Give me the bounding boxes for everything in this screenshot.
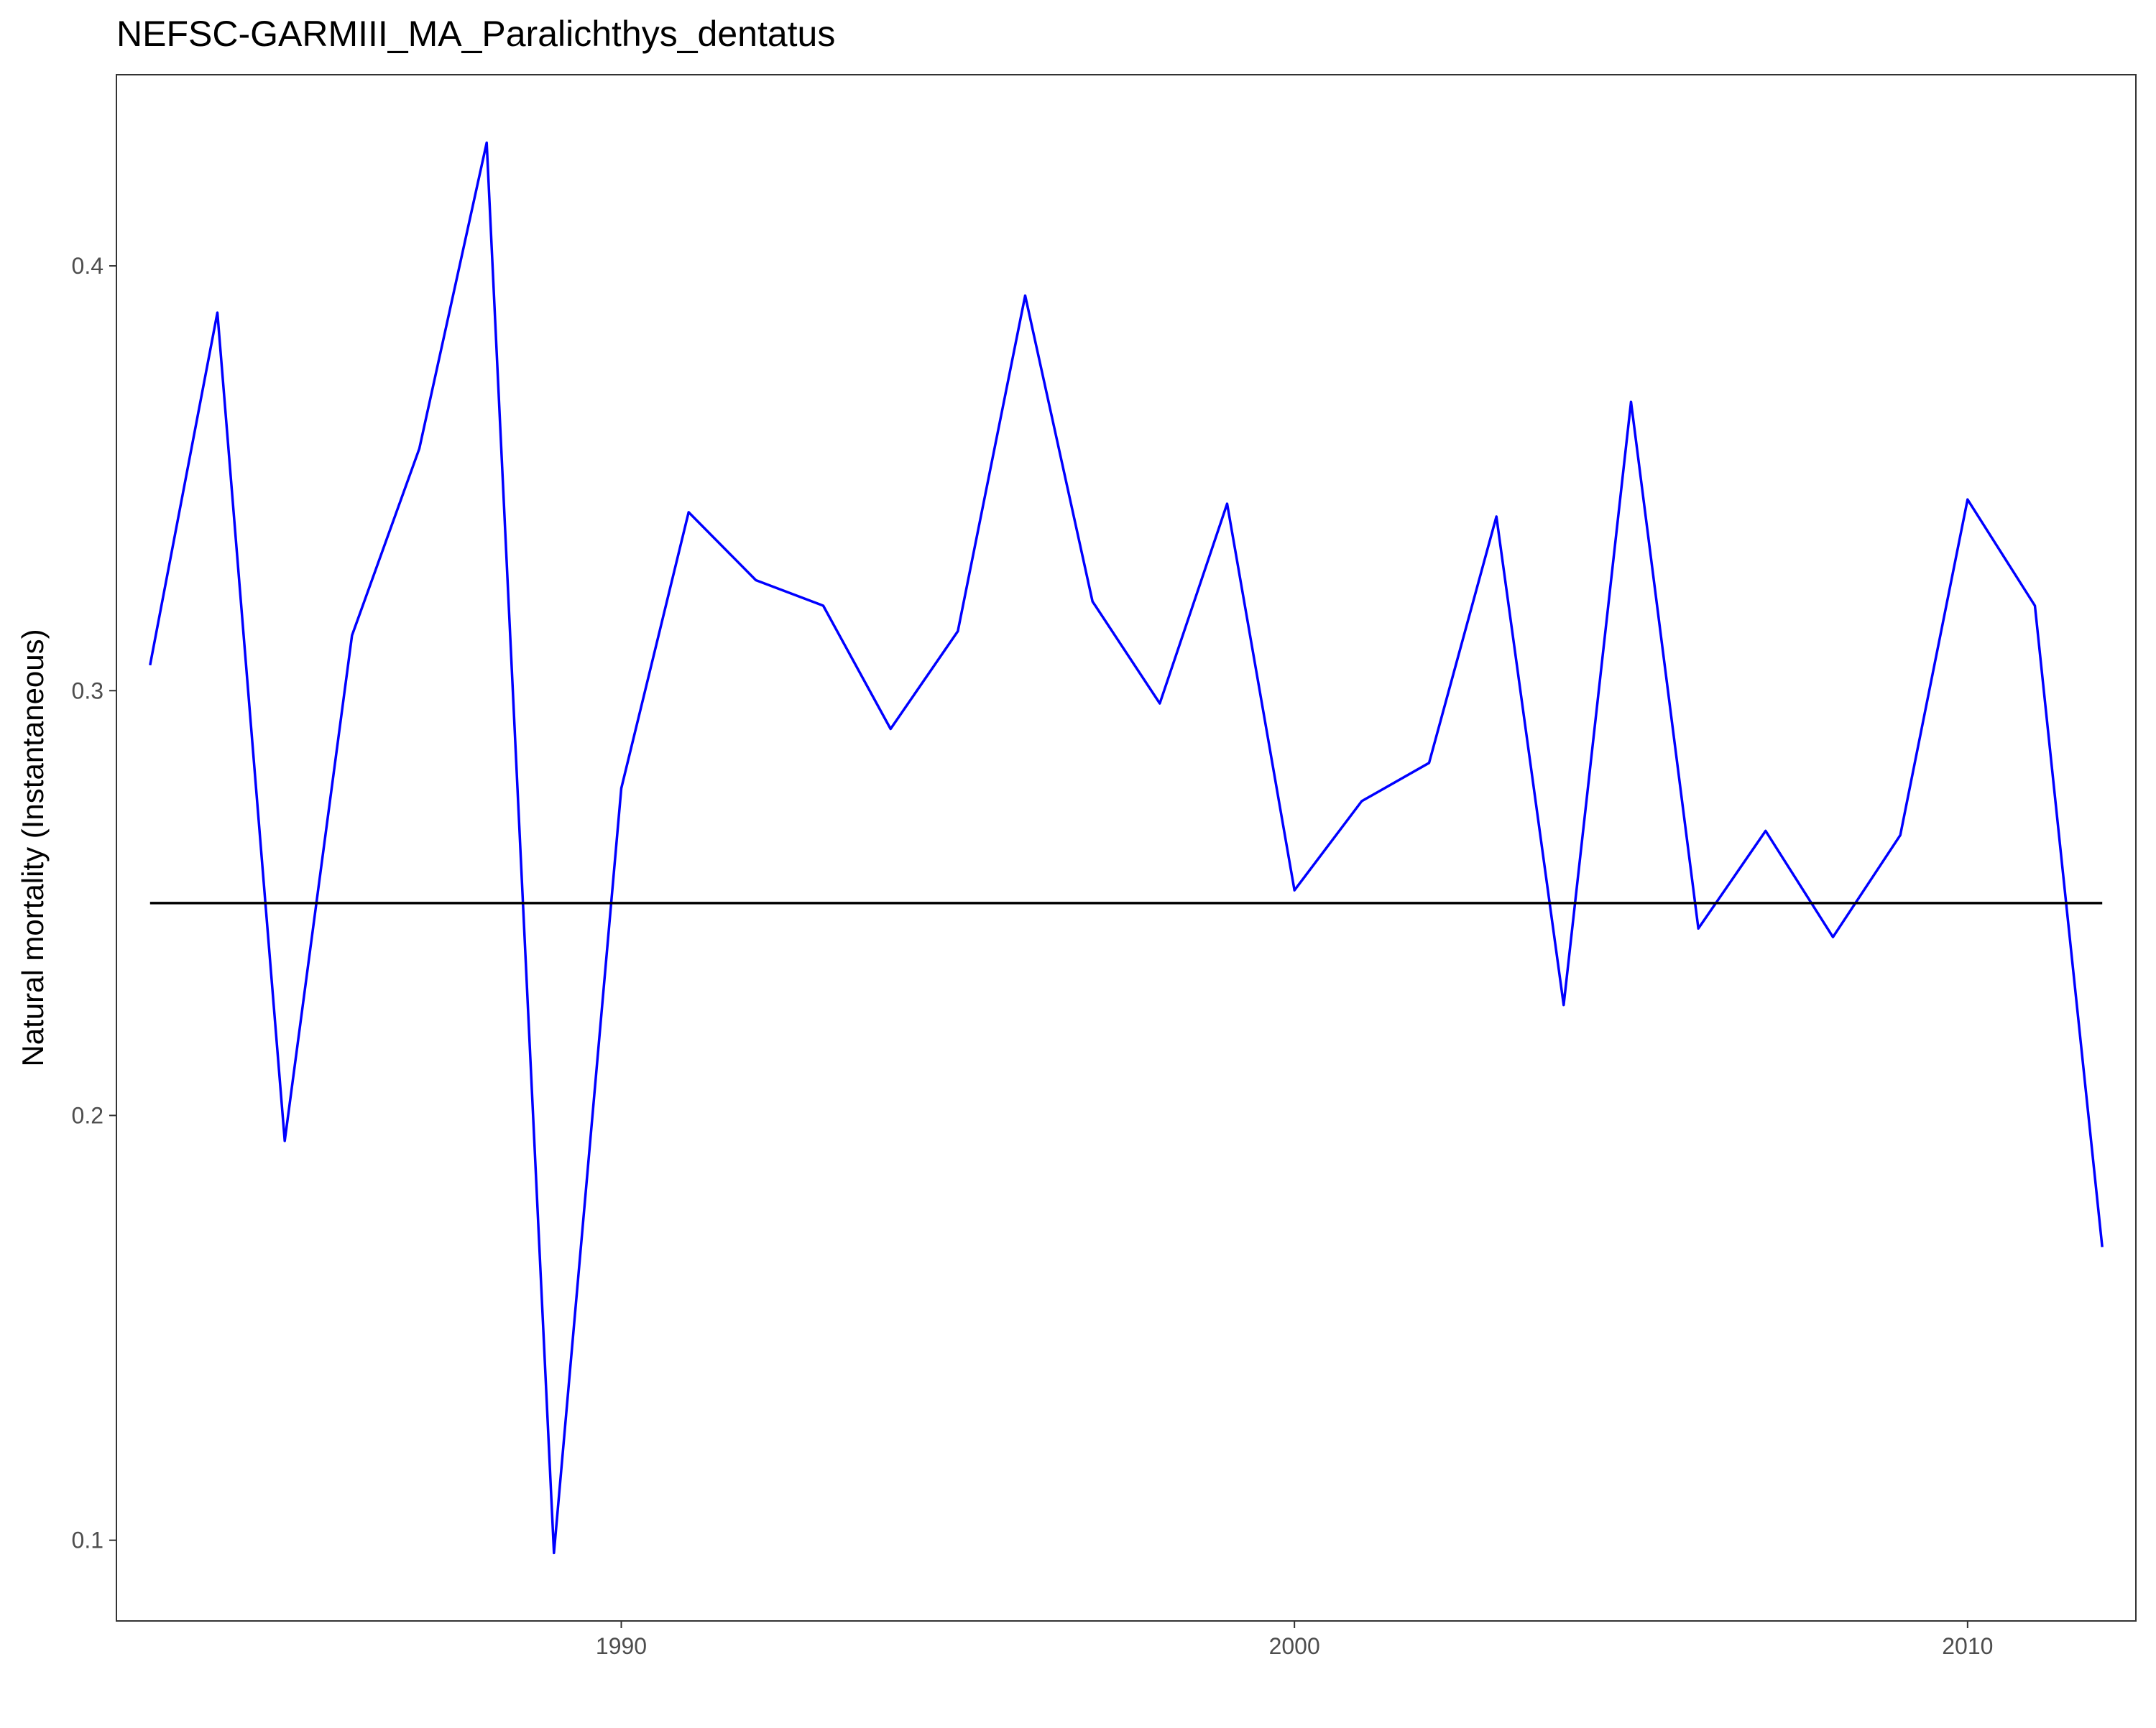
chart-title: NEFSC-GARMIII_MA_Paralichthys_dentatus xyxy=(116,14,835,54)
x-tick-label: 1990 xyxy=(596,1633,647,1659)
y-tick-label: 0.2 xyxy=(72,1102,103,1128)
plot-panel-border xyxy=(116,74,2137,1622)
series-line-natural-mortality xyxy=(149,141,2104,1555)
y-tick-label: 0.1 xyxy=(72,1528,103,1553)
y-axis-label: Natural mortality (Instantaneous) xyxy=(16,629,50,1066)
x-tick-label: 2010 xyxy=(1942,1633,1993,1659)
y-tick-label: 0.3 xyxy=(72,678,103,703)
plot-layer: 0.1 0.2 0.3 0.4 1990 2000 2010 xyxy=(72,74,2137,1659)
y-tick-label: 0.4 xyxy=(72,253,103,279)
x-tick-label: 2000 xyxy=(1269,1633,1320,1659)
